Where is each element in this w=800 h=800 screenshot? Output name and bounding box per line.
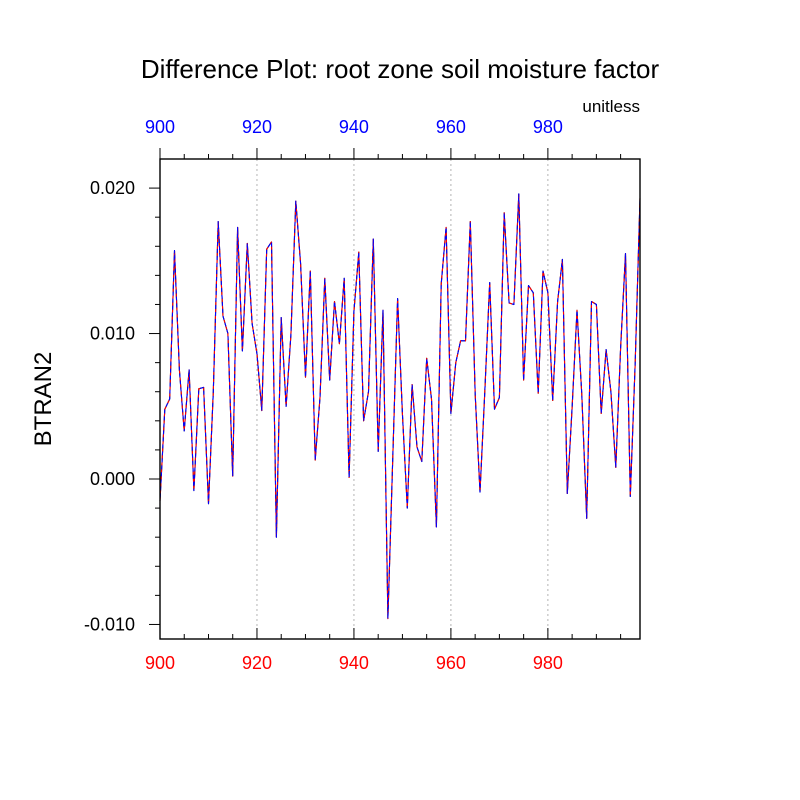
y-tick-label-2: 0.010 <box>90 324 135 344</box>
x-tick-label-top-940: 940 <box>339 117 369 137</box>
x-tick-label-bottom-940: 940 <box>339 653 369 673</box>
series-lines <box>159 193 641 620</box>
x-tick-label-bottom-960: 960 <box>436 653 466 673</box>
x-tick-label-top-900: 900 <box>145 117 175 137</box>
x-tick-label-bottom-900: 900 <box>145 653 175 673</box>
plot-frame <box>159 158 641 640</box>
axis-ticks <box>149 148 622 639</box>
x-tick-label-top-960: 960 <box>436 117 466 137</box>
units-label: unitless <box>582 97 640 116</box>
x-tick-label-top-920: 920 <box>242 117 272 137</box>
series-line-1 <box>159 193 641 620</box>
x-tick-label-top-980: 980 <box>533 117 563 137</box>
series-line-2 <box>159 193 641 620</box>
tick-labels: 900 900 920 920 940 940 960 960 980 980 -0.010 0.00… <box>84 117 563 673</box>
x-tick-label-bottom-920: 920 <box>242 653 272 673</box>
y-tick-label-1: 0.000 <box>90 469 135 489</box>
x-tick-label-bottom-980: 980 <box>533 653 563 673</box>
y-tick-label-3: 0.020 <box>90 178 135 198</box>
y-axis-label: BTRAN2 <box>30 352 57 447</box>
y-tick-label-0: -0.010 <box>84 614 135 634</box>
chart-title: Difference Plot: root zone soil moisture… <box>141 54 660 84</box>
series-line-3 <box>159 193 641 620</box>
